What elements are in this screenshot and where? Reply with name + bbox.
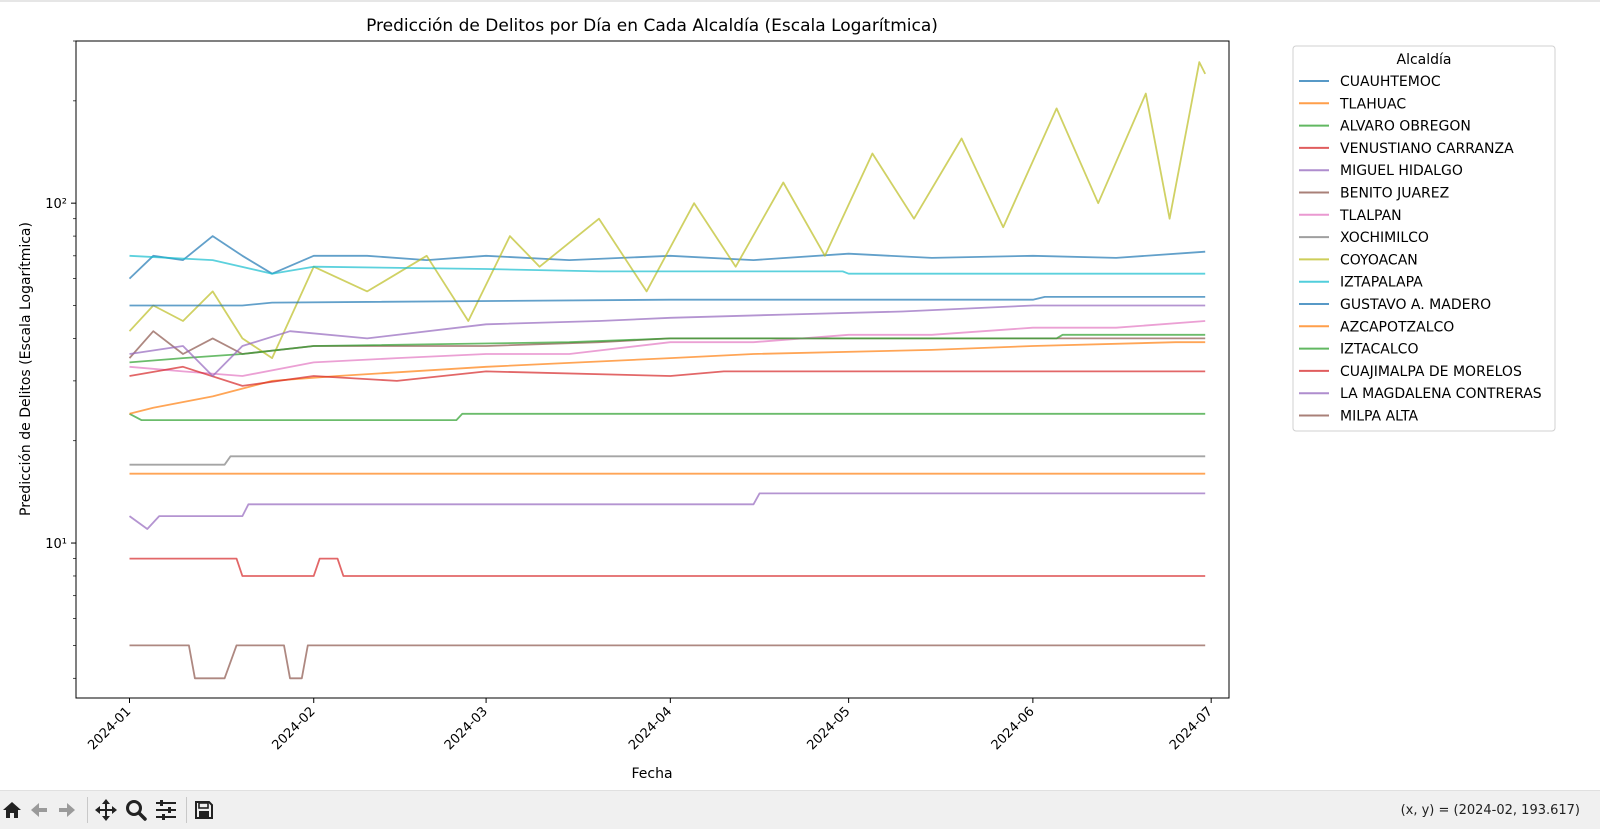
legend-label: CUAUHTEMOC bbox=[1340, 74, 1441, 90]
legend-label: BENITO JUAREZ bbox=[1340, 186, 1449, 202]
series-line-10 bbox=[129, 296, 1206, 307]
legend-label: IZTAPALAPA bbox=[1340, 275, 1423, 291]
plot-area bbox=[75, 40, 1230, 699]
legend-label: MIGUEL HIDALGO bbox=[1340, 163, 1463, 179]
legend-label: CUAJIMALPA DE MORELOS bbox=[1340, 364, 1522, 380]
x-tick-label: 2024-03 bbox=[442, 704, 491, 753]
home-icon bbox=[3, 802, 21, 818]
legend-label: IZTACALCO bbox=[1340, 342, 1418, 358]
plot-toolbar: (x, y) = (2024-02, 193.617) bbox=[0, 790, 1600, 829]
toolbar-separator bbox=[87, 797, 88, 823]
window-top-edge bbox=[0, 0, 1600, 2]
forward-icon bbox=[59, 803, 75, 817]
legend-label: TLALPAN bbox=[1339, 208, 1402, 224]
legend-label: ALVARO OBREGON bbox=[1340, 119, 1471, 135]
x-tick-label: 2024-07 bbox=[1167, 704, 1216, 753]
series-line-3 bbox=[129, 557, 1206, 577]
legend-label: COYOACAN bbox=[1340, 252, 1418, 268]
y-axis-ticks: 10¹ 10² bbox=[45, 40, 76, 679]
y-axis-label: Predicción de Delitos (Escala Logarítmic… bbox=[18, 222, 34, 516]
back-icon bbox=[31, 803, 47, 817]
configure-subplots-button[interactable] bbox=[154, 798, 178, 822]
x-tick-label: 2024-05 bbox=[804, 704, 853, 753]
x-tick-label: 2024-04 bbox=[626, 704, 675, 753]
legend-label: GUSTAVO A. MADERO bbox=[1340, 297, 1491, 313]
pan-icon bbox=[95, 799, 117, 821]
legend-label: AZCAPOTZALCO bbox=[1340, 319, 1454, 335]
series-line-0 bbox=[128, 235, 1206, 280]
toolbar-separator bbox=[186, 797, 187, 823]
x-tick-label: 2024-02 bbox=[270, 704, 319, 753]
legend-label: MILPA ALTA bbox=[1340, 409, 1418, 425]
configure-icon bbox=[156, 800, 176, 820]
series-line-7 bbox=[129, 455, 1206, 466]
series-line-6 bbox=[129, 320, 1206, 377]
series-line-12 bbox=[129, 333, 1206, 364]
series-lines bbox=[128, 61, 1207, 680]
y-tick-label: 10¹ bbox=[45, 537, 67, 552]
x-axis-ticks: 2024-01 2024-02 2024-03 2024-04 2024-05 2024-… bbox=[85, 698, 1216, 753]
zoom-button[interactable] bbox=[124, 798, 148, 822]
zoom-icon bbox=[126, 800, 147, 821]
series-line-2 bbox=[129, 412, 1206, 421]
x-tick-label: 2024-06 bbox=[989, 704, 1038, 753]
series-line-9 bbox=[129, 254, 1206, 275]
legend-items: CUAUHTEMOC TLAHUAC ALVARO OBREGON VENUSTIAN… bbox=[1299, 74, 1542, 425]
legend-title: Alcaldía bbox=[1397, 52, 1452, 68]
series-line-8 bbox=[128, 61, 1207, 359]
legend: Alcaldía CUAUHTEMOC TLAHUAC ALVARO OBREGON… bbox=[1292, 45, 1556, 432]
x-axis-label: Fecha bbox=[631, 766, 672, 782]
chart: Predicción de Delitos por Día en Cada Al… bbox=[18, 16, 1556, 782]
legend-label: LA MAGDALENA CONTRERAS bbox=[1340, 386, 1542, 402]
x-tick-label: 2024-01 bbox=[85, 704, 134, 753]
legend-label: TLAHUAC bbox=[1339, 96, 1406, 112]
y-tick-label: 10² bbox=[45, 197, 67, 212]
save-button[interactable] bbox=[192, 798, 216, 822]
save-icon bbox=[195, 801, 213, 819]
series-line-4 bbox=[128, 492, 1206, 530]
legend-label: VENUSTIANO CARRANZA bbox=[1340, 141, 1514, 157]
forward-button[interactable] bbox=[54, 798, 78, 822]
legend-label: XOCHIMILCO bbox=[1340, 230, 1429, 246]
series-line-13 bbox=[129, 365, 1206, 387]
series-line-15 bbox=[129, 644, 1206, 680]
back-button[interactable] bbox=[28, 798, 52, 822]
series-line-11 bbox=[129, 341, 1206, 415]
chart-title: Predicción de Delitos por Día en Cada Al… bbox=[366, 16, 938, 36]
pan-button[interactable] bbox=[94, 798, 118, 822]
series-line-14 bbox=[129, 304, 1206, 377]
home-button[interactable] bbox=[0, 798, 24, 822]
cursor-coordinates: (x, y) = (2024-02, 193.617) bbox=[1400, 803, 1580, 818]
